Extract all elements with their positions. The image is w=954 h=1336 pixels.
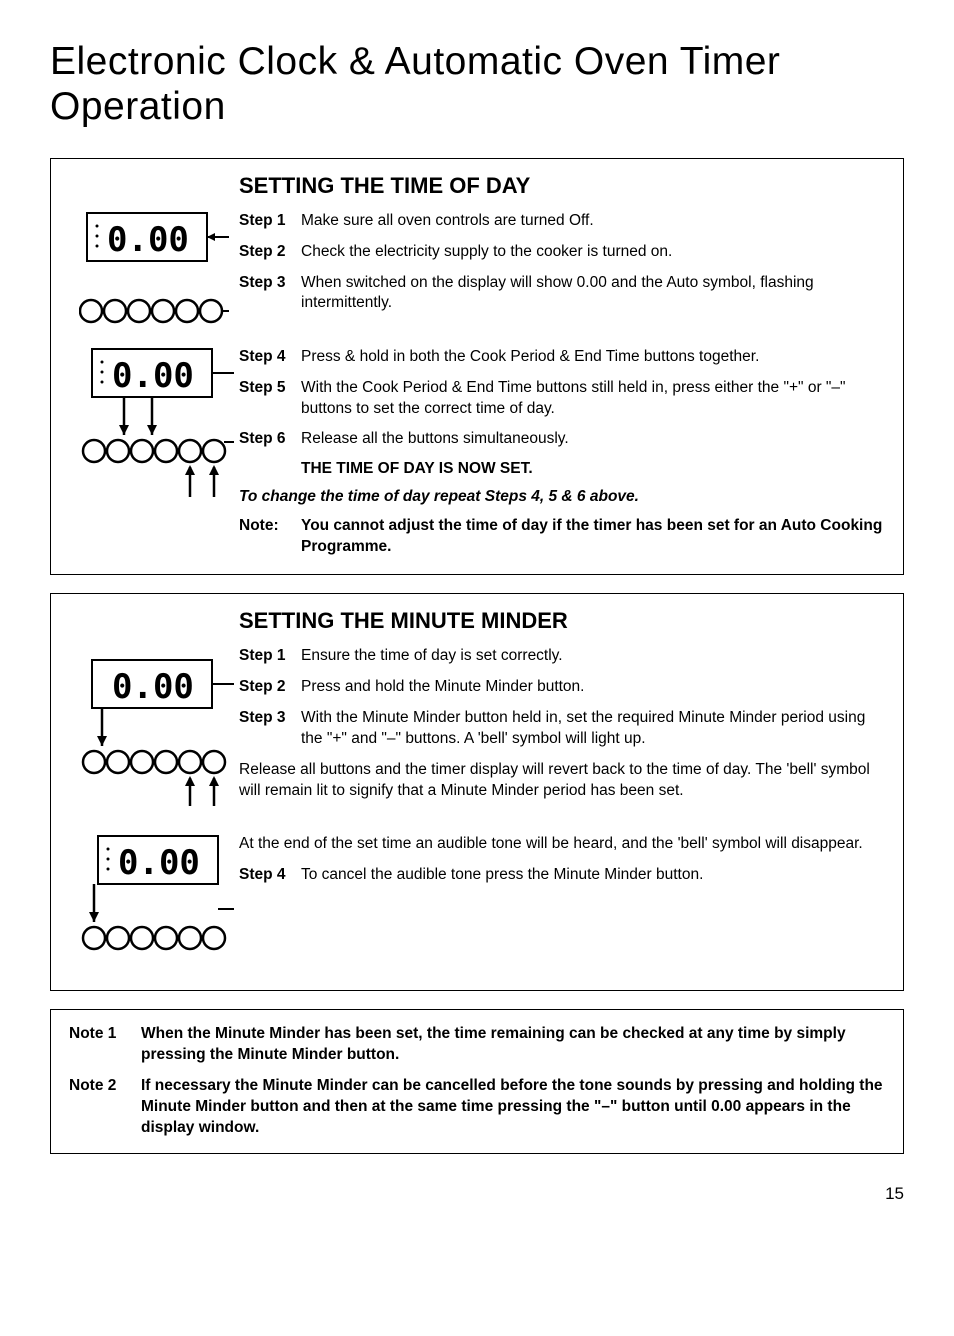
step-label: Step 6	[239, 429, 301, 450]
minute-minder-diagram-1: 0.00	[69, 646, 239, 816]
paragraph: Release all buttons and the timer displa…	[239, 760, 885, 802]
step-label: Step 4	[239, 347, 301, 368]
step-row: Step 4 Press & hold in both the Cook Per…	[239, 347, 885, 368]
inline-note: Note: You cannot adjust the time of day …	[239, 516, 885, 558]
repeat-instruction: To change the time of day repeat Steps 4…	[239, 488, 885, 506]
note-text: If necessary the Minute Minder can be ca…	[141, 1076, 885, 1139]
note-row: Note 1 When the Minute Minder has been s…	[69, 1024, 885, 1066]
note-text: When the Minute Minder has been set, the…	[141, 1024, 885, 1066]
step-label: Step 2	[239, 242, 301, 263]
page-title: Electronic Clock & Automatic Oven Timer …	[50, 40, 904, 130]
svg-text:0.00: 0.00	[118, 843, 200, 883]
note-label: Note:	[239, 516, 301, 558]
step-label: Step 4	[239, 865, 301, 886]
paragraph: At the end of the set time an audible to…	[239, 834, 885, 855]
svg-text:0.00: 0.00	[112, 667, 194, 707]
step-row: Step 2 Check the electricity supply to t…	[239, 242, 885, 263]
note-label: Note 2	[69, 1076, 141, 1139]
notes-panel: Note 1 When the Minute Minder has been s…	[50, 1009, 904, 1154]
step-row: Step 1 Ensure the time of day is set cor…	[239, 646, 885, 667]
clock-buttons-diagram-icon: 0.00	[74, 347, 234, 507]
step-row: Step 5 With the Cook Period & End Time b…	[239, 378, 885, 420]
step-label: Step 1	[239, 211, 301, 232]
step-label: Step 2	[239, 677, 301, 698]
step-text: When switched on the display will show 0…	[301, 273, 885, 315]
minute-minder-panel: SETTING THE MINUTE MINDER 0.00	[50, 593, 904, 991]
step-text: Check the electricity supply to the cook…	[301, 242, 885, 263]
svg-text:0.00: 0.00	[107, 220, 189, 260]
time-of-day-panel: SETTING THE TIME OF DAY 0.00	[50, 158, 904, 576]
clock-diagram-icon: 0.00	[79, 211, 229, 341]
step-text: Press and hold the Minute Minder button.	[301, 677, 885, 698]
step-label: Step 3	[239, 708, 301, 750]
minute-minder-diagram-2: 0.00	[69, 834, 239, 974]
step-text: Press & hold in both the Cook Period & E…	[301, 347, 885, 368]
step-label: Step 1	[239, 646, 301, 667]
step-row: Step 2 Press and hold the Minute Minder …	[239, 677, 885, 698]
step-text: Release all the buttons simultaneously.	[301, 429, 885, 450]
note-label: Note 1	[69, 1024, 141, 1066]
page-number: 15	[50, 1184, 904, 1204]
note-row: Note 2 If necessary the Minute Minder ca…	[69, 1076, 885, 1139]
minute-minder-diagram-icon: 0.00	[74, 646, 234, 816]
minute-minder-cancel-diagram-icon: 0.00	[74, 834, 234, 974]
note-text: You cannot adjust the time of day if the…	[301, 516, 885, 558]
step-label: Step 3	[239, 273, 301, 315]
step-row: Step 6 Release all the buttons simultane…	[239, 429, 885, 450]
step-row: Step 1 Make sure all oven controls are t…	[239, 211, 885, 232]
step-text: With the Minute Minder button held in, s…	[301, 708, 885, 750]
step-row: Step 3 With the Minute Minder button hel…	[239, 708, 885, 750]
step-text: Ensure the time of day is set correctly.	[301, 646, 885, 667]
time-of-day-diagram-1: 0.00	[69, 211, 239, 341]
step-row: Step 4 To cancel the audible tone press …	[239, 865, 885, 886]
step-text: With the Cook Period & End Time buttons …	[301, 378, 885, 420]
svg-text:0.00: 0.00	[112, 356, 194, 396]
section-title: SETTING THE MINUTE MINDER	[239, 608, 885, 634]
step-row: Step 3 When switched on the display will…	[239, 273, 885, 315]
section-title: SETTING THE TIME OF DAY	[239, 173, 885, 199]
time-of-day-diagram-2: 0.00	[69, 347, 239, 507]
step-label: Step 5	[239, 378, 301, 420]
step-text: To cancel the audible tone press the Min…	[301, 865, 885, 886]
step-text: Make sure all oven controls are turned O…	[301, 211, 885, 232]
set-confirmation: THE TIME OF DAY IS NOW SET.	[301, 460, 885, 478]
